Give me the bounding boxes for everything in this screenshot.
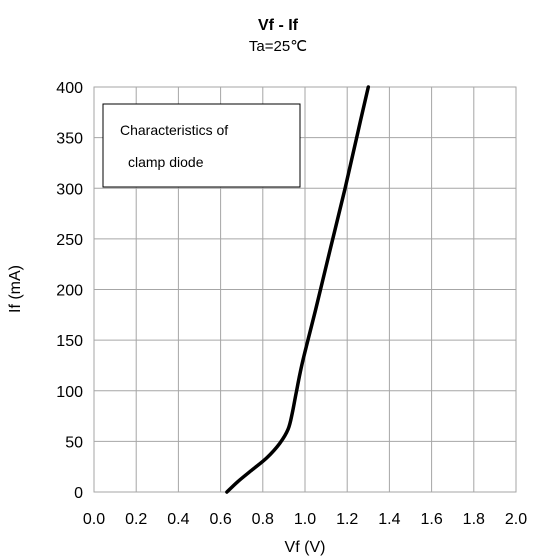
y-tick-label: 250 <box>56 232 83 249</box>
y-tick-label: 400 <box>56 80 83 97</box>
x-tick-label: 0.0 <box>83 511 105 528</box>
x-tick-label: 1.8 <box>463 511 485 528</box>
chart-subtitle: Ta=25℃ <box>249 38 307 55</box>
x-axis-tick-labels: 0.0 0.2 0.4 0.6 0.8 1.0 1.2 1.4 1.6 1.8 2.0 <box>83 511 527 528</box>
annotation-box: Characteristics of clamp diode <box>102 103 301 188</box>
x-tick-label: 1.4 <box>378 511 400 528</box>
x-axis-label: Vf (V) <box>285 539 326 556</box>
y-tick-label: 300 <box>56 181 83 198</box>
x-tick-label: 0.6 <box>209 511 231 528</box>
chart-title: Vf - If <box>258 17 299 34</box>
y-tick-label: 50 <box>65 434 83 451</box>
y-tick-label: 0 <box>74 485 83 502</box>
x-tick-label: 1.2 <box>336 511 358 528</box>
x-tick-label: 1.6 <box>420 511 442 528</box>
x-tick-label: 2.0 <box>505 511 527 528</box>
annotation-line-2: clamp diode <box>128 154 204 170</box>
y-tick-label: 100 <box>56 384 83 401</box>
series-line-vf-if <box>225 85 371 494</box>
y-axis-tick-labels: 0 50 100 150 200 250 300 350 400 <box>56 80 83 502</box>
y-tick-label: 200 <box>56 283 83 300</box>
x-tick-label: 0.8 <box>252 511 274 528</box>
y-axis-label: If (mA) <box>7 265 24 313</box>
y-tick-label: 150 <box>56 333 83 350</box>
y-tick-label: 350 <box>56 131 83 148</box>
x-tick-label: 0.4 <box>167 511 189 528</box>
annotation-line-1: Characteristics of <box>120 122 228 138</box>
annotation-frame <box>102 103 301 188</box>
x-tick-label: 0.2 <box>125 511 147 528</box>
x-tick-label: 1.0 <box>294 511 316 528</box>
plot-frame <box>93 86 517 493</box>
